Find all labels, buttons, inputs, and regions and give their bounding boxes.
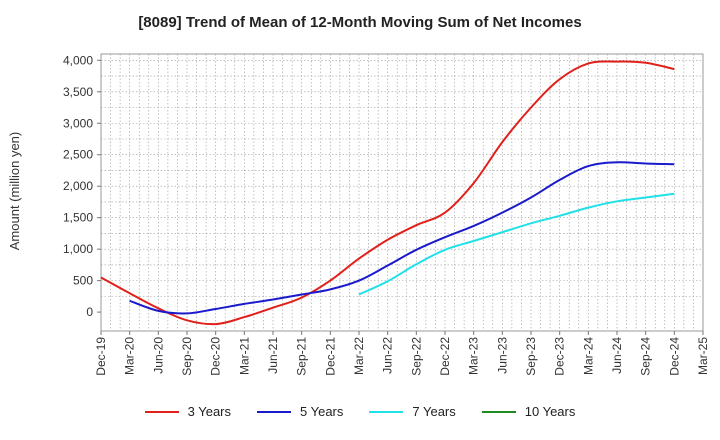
x-tick-label: Mar-23: [467, 337, 481, 375]
legend-item-3-years: 3 Years: [144, 404, 231, 419]
series-line-3-years: [100, 60, 675, 326]
x-tick-label: Mar-22: [352, 337, 366, 375]
x-tick-label: Sep-22: [409, 337, 423, 376]
y-tick-label: 500: [73, 274, 93, 288]
series-line-5-years: [129, 161, 675, 315]
legend-item-5-years: 5 Years: [257, 404, 343, 419]
y-tick-label: 0: [86, 305, 93, 319]
x-tick-label: Jun-21: [266, 337, 280, 374]
x-tick-label: Jun-24: [610, 337, 624, 374]
y-tick-label: 3,500: [63, 85, 93, 99]
y-tick-label: 2,000: [63, 179, 93, 193]
legend-label: 3 Years: [187, 404, 231, 419]
chart-title: [8089] Trend of Mean of 12-Month Moving …: [138, 14, 582, 31]
legend-item-10-years: 10 Years: [481, 404, 576, 419]
x-tick-label: Sep-23: [524, 337, 538, 376]
y-tick-label: 4,000: [63, 53, 93, 67]
series-lines: [100, 60, 675, 326]
legend-item-7-years: 7 Years: [369, 404, 456, 419]
x-tick-label: Mar-20: [123, 337, 137, 375]
x-tick-label: Dec-22: [438, 337, 452, 376]
grid: [101, 54, 703, 331]
legend-swatch: [257, 410, 291, 413]
legend-label: 10 Years: [524, 404, 576, 419]
legend-swatch: [144, 410, 179, 413]
y-tick-label: 3,000: [63, 116, 93, 130]
x-tick-label: Jun-23: [495, 337, 509, 374]
legend-label: 5 Years: [300, 404, 344, 419]
y-tick-label: 1,000: [63, 242, 93, 256]
x-tick-label: Sep-21: [295, 337, 309, 376]
y-axis-label: Amount (million yen): [7, 132, 22, 251]
series-line-7-years: [358, 192, 675, 296]
x-tick-label: Jun-22: [381, 337, 395, 374]
y-tick-label: 2,500: [63, 148, 93, 162]
x-tick-label: Jun-20: [151, 337, 165, 374]
axes: 0 500 1,000 1,500 2,000 2,500 3,000 3,500 4,000 D…: [63, 53, 710, 375]
y-tick-label: 1,500: [63, 211, 93, 225]
x-tick-label: Dec-21: [323, 337, 337, 376]
x-tick-label: Dec-24: [667, 337, 681, 376]
x-tick-label: Sep-20: [180, 337, 194, 376]
x-tick-label: Mar-21: [237, 337, 251, 375]
legend-swatch: [369, 410, 404, 413]
x-tick-label: Sep-24: [639, 337, 653, 376]
legend: 3 Years 5 Years 7 Years 10 Years: [0, 404, 720, 419]
plot-frame: [100, 53, 704, 332]
legend-label: 7 Years: [412, 404, 456, 419]
x-tick-label: Mar-24: [581, 337, 595, 375]
x-tick-label: Dec-19: [94, 337, 108, 376]
x-tick-label: Dec-20: [209, 337, 223, 376]
legend-swatch: [481, 410, 516, 413]
x-tick-label: Dec-23: [553, 337, 567, 376]
x-tick-label: Mar-25: [696, 337, 710, 375]
